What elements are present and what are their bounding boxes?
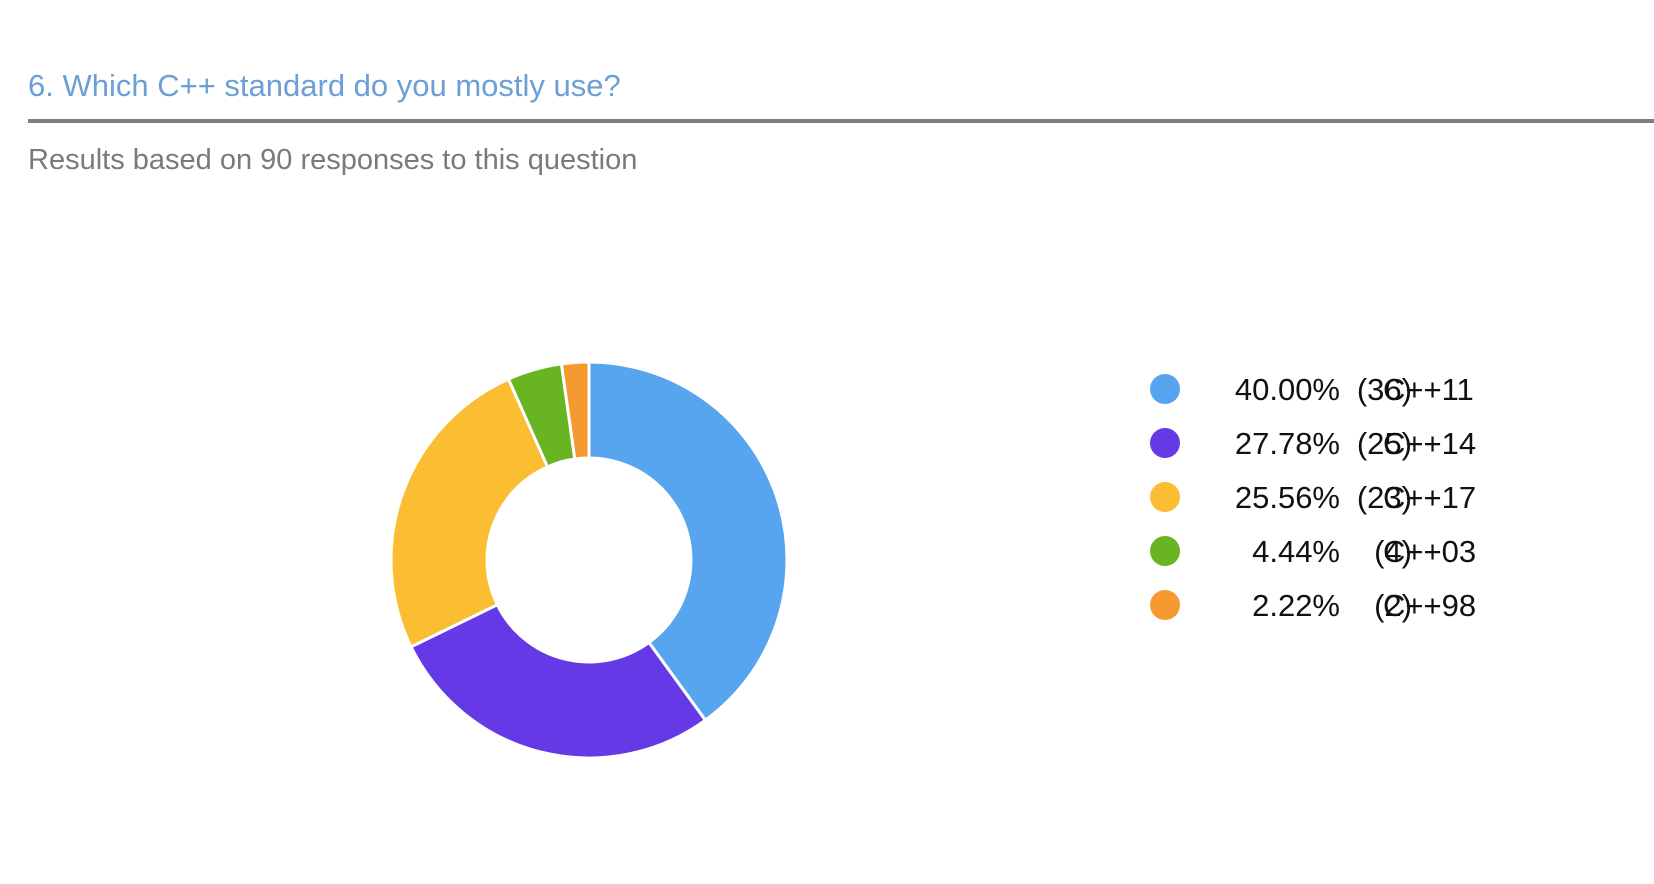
legend-percent: 25.56% — [1234, 480, 1340, 515]
legend-label: C++03 — [1383, 534, 1477, 569]
legend-percent: 40.00% — [1234, 372, 1340, 407]
donut-slice-cpp11 — [587, 360, 789, 722]
legend-item: 25.56% (23) C++17 — [1150, 480, 1490, 534]
donut-slice-cpp17 — [389, 377, 550, 649]
legend-label: C++11 — [1383, 372, 1474, 407]
legend-item: 27.78% (25) C++14 — [1150, 426, 1490, 480]
chart-legend: 40.00% (36) C++11 27.78% (25) C++14 25.5… — [1150, 372, 1490, 642]
legend-label: C++14 — [1383, 426, 1477, 461]
legend-count: (2) — [1374, 588, 1412, 623]
legend-swatch — [1150, 374, 1180, 404]
legend-swatch — [1150, 536, 1180, 566]
donut-slice-cpp98 — [559, 360, 591, 461]
legend-count: (23) — [1356, 480, 1412, 515]
legend-swatch — [1150, 428, 1180, 458]
legend-item: 2.22% (2) C++98 — [1150, 588, 1490, 642]
legend-count: (25) — [1356, 426, 1412, 461]
response-summary: Results based on 90 responses to this qu… — [28, 144, 638, 176]
legend-swatch — [1150, 590, 1180, 620]
question-title: 6. Which C++ standard do you mostly use? — [28, 68, 621, 103]
legend-percent: 2.22% — [1252, 588, 1340, 623]
legend-count: (4) — [1374, 534, 1412, 569]
legend-item: 40.00% (36) C++11 — [1150, 372, 1490, 426]
title-divider — [28, 119, 1654, 123]
legend-label: C++17 — [1383, 480, 1477, 515]
donut-slice-cpp14 — [409, 603, 707, 760]
legend-label: C++98 — [1383, 588, 1477, 623]
legend-count: (36) — [1356, 372, 1412, 407]
legend-percent: 27.78% — [1234, 426, 1340, 461]
legend-swatch — [1150, 482, 1180, 512]
legend-item: 4.44% (4) C++03 — [1150, 534, 1490, 588]
legend-percent: 4.44% — [1252, 534, 1340, 569]
